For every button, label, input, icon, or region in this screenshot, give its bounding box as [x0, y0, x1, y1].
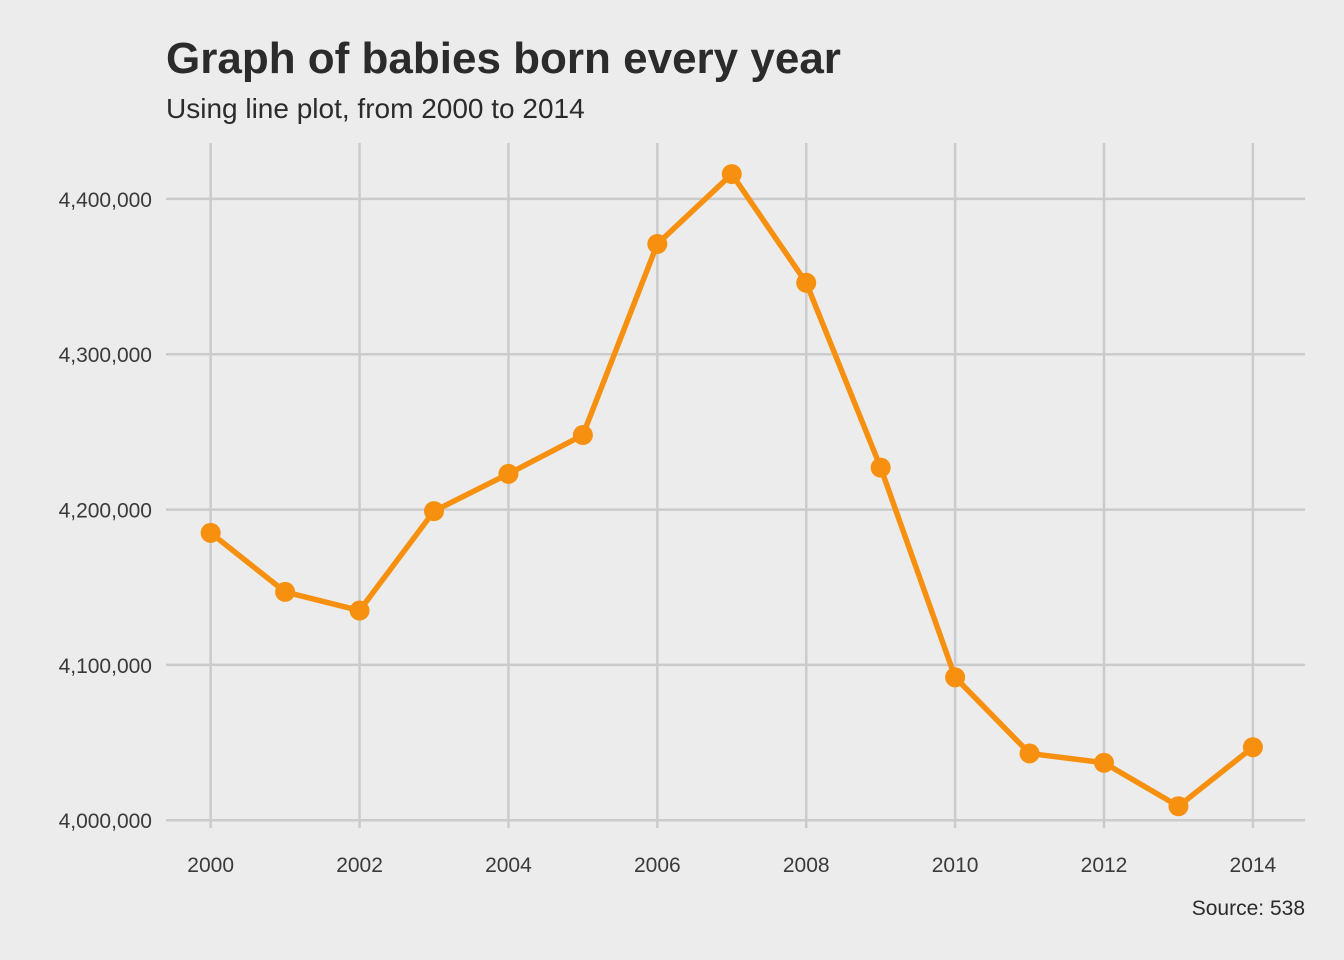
data-point: [796, 272, 817, 293]
data-point: [1094, 752, 1114, 773]
data-point: [349, 600, 370, 621]
x-tick-label: 2010: [932, 854, 979, 877]
data-point: [647, 233, 668, 254]
data-point: [945, 667, 966, 688]
axis-tick-labels: 2000 2002 2004 2006 2008 2010 2012 2014 4,000,00…: [59, 189, 1277, 877]
chart-title: Graph of babies born every year: [166, 34, 841, 83]
y-tick-label: 4,400,000: [59, 189, 152, 212]
series: [200, 164, 1263, 817]
y-tick-label: 4,000,000: [59, 810, 152, 833]
x-tick-label: 2004: [485, 854, 532, 877]
y-tick-label: 4,100,000: [59, 655, 152, 678]
x-tick-label: 2008: [783, 854, 830, 877]
data-point: [1168, 796, 1189, 817]
data-point: [870, 457, 891, 478]
data-point: [275, 581, 296, 602]
chart-subtitle: Using line plot, from 2000 to 2014: [166, 93, 585, 124]
source-caption: Source: 538: [1192, 897, 1305, 920]
x-tick-label: 2006: [634, 854, 681, 877]
data-point: [721, 164, 742, 185]
y-tick-label: 4,200,000: [59, 500, 152, 523]
x-tick-label: 2000: [187, 854, 234, 877]
grid-lines: [166, 143, 1305, 828]
y-tick-label: 4,300,000: [59, 344, 152, 367]
series-line: [207, 171, 1256, 810]
data-point: [572, 425, 593, 446]
data-point: [200, 522, 221, 543]
data-point: [424, 501, 444, 522]
x-tick-label: 2002: [336, 854, 383, 877]
data-point: [1019, 743, 1040, 764]
data-point: [498, 463, 519, 484]
data-point: [1242, 737, 1263, 758]
x-tick-label: 2012: [1081, 854, 1128, 877]
x-tick-label: 2014: [1230, 854, 1277, 877]
